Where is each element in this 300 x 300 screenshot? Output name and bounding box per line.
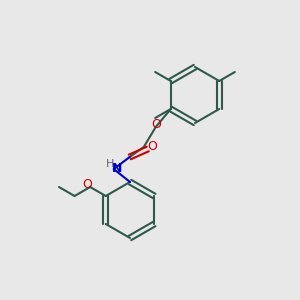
Text: N: N (112, 161, 122, 175)
Text: O: O (151, 118, 161, 131)
Text: O: O (82, 178, 92, 191)
Text: O: O (147, 140, 157, 154)
Text: H: H (106, 159, 114, 169)
